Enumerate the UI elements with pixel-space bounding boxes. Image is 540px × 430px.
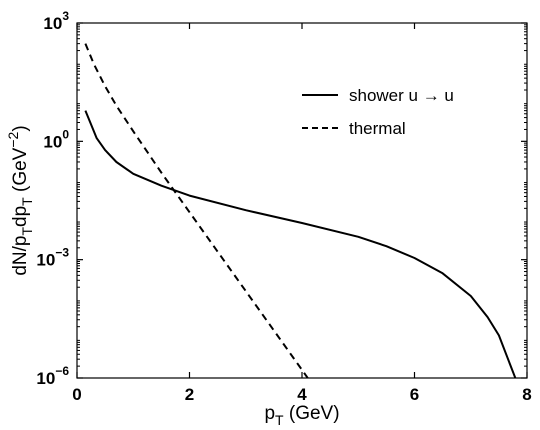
y-tick-label: 10−6 (36, 364, 69, 388)
x-tick-label: 4 (297, 385, 307, 404)
plot-frame (76, 22, 528, 379)
legend: shower u → u thermal (302, 86, 454, 138)
y-tick-label: 100 (43, 127, 69, 151)
series-line-shower (84, 110, 517, 378)
legend-label: thermal (349, 119, 406, 138)
y-tick-label: 103 (43, 9, 69, 33)
x-tick-label: 8 (522, 385, 531, 404)
y-tick-label: 10−3 (36, 246, 69, 270)
series-line-thermal (84, 43, 309, 378)
series-layer (84, 43, 517, 378)
tick-marks (76, 22, 528, 379)
legend-label: shower u → u (349, 86, 454, 105)
x-axis-label: pT (GeV) (264, 403, 339, 428)
x-tick-label: 0 (72, 385, 81, 404)
x-tick-label: 6 (410, 385, 419, 404)
y-axis-label: dN/pTdpT (GeV−2) (5, 125, 35, 275)
x-tick-label: 2 (185, 385, 194, 404)
tick-labels: 0 2 4 6 8 10−6 10−3 100 103 (36, 9, 531, 404)
